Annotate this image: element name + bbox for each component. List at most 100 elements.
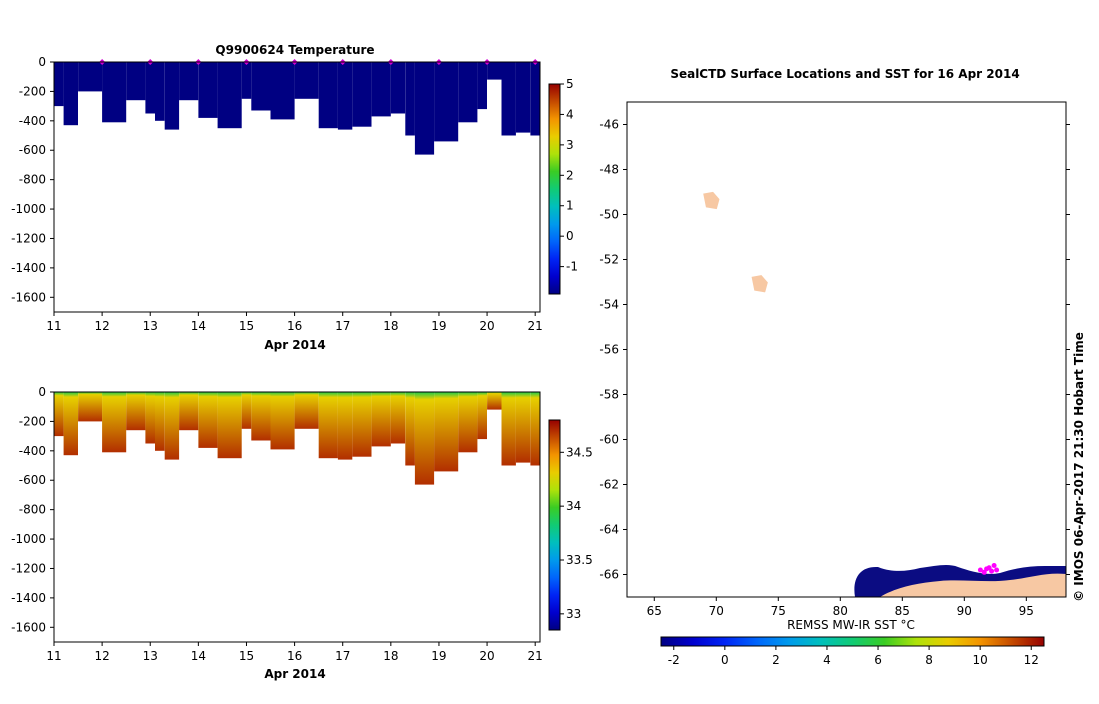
x-tick-label: 16 (287, 649, 302, 663)
profile-column (145, 62, 155, 114)
x-tick-label: 13 (143, 319, 158, 333)
sst-colorbar (660, 636, 1045, 647)
profile-column (155, 392, 165, 451)
x-tick-label: 17 (335, 319, 350, 333)
salinity-y-axis: 0 -200 -400 -600 -800 -1000 -1200 -1400 -1600 (11, 385, 54, 634)
profile-column (63, 62, 78, 126)
profile-column (155, 62, 165, 121)
x-tick-label: 21 (528, 649, 543, 663)
island (749, 273, 770, 295)
sst-colorbar-ticks: -2 0 2 4 6 8 10 12 (668, 646, 1039, 667)
colorbar-tick-label: 0 (566, 229, 574, 243)
temperature-x-axis: 11 12 13 14 15 16 17 18 19 20 21 (46, 312, 543, 333)
profile-column (294, 62, 319, 99)
profile-column (318, 62, 338, 129)
profile-column (145, 392, 155, 444)
profile-column (487, 392, 502, 410)
profile-column (270, 392, 295, 450)
x-tick-label: 15 (239, 649, 254, 663)
lat-tick-label: -66 (599, 568, 619, 582)
lat-tick-label: -64 (599, 523, 619, 537)
colorbar-tick-label: 2 (566, 168, 574, 182)
profile-column (434, 392, 459, 472)
y-tick-label: -1200 (11, 231, 46, 245)
profile-column (515, 392, 531, 463)
colorbar-tick-label: 4 (566, 107, 574, 121)
colorbar-tick-label: 5 (566, 77, 574, 91)
profile-column (217, 62, 242, 129)
profile-column (434, 62, 459, 142)
lon-tick-label: 95 (1019, 604, 1034, 618)
colorbar-tick-label: 34 (566, 499, 581, 513)
y-tick-label: 0 (38, 55, 46, 69)
sst-colorbar-label: REMSS MW-IR SST °C (787, 618, 915, 632)
profile-column (126, 62, 146, 101)
temperature-panel: Q9900624 Temperature 0 -200 -400 -600 -800 -1… (11, 43, 578, 352)
y-tick-label: -1000 (11, 202, 46, 216)
y-tick-label: -1200 (11, 561, 46, 575)
profile-column (390, 392, 406, 444)
sst-colorbar-tick-label: 2 (772, 653, 780, 667)
profile-column (217, 392, 242, 459)
x-tick-label: 16 (287, 319, 302, 333)
profile-column (54, 62, 64, 107)
profile-column (414, 392, 435, 485)
profile-column (54, 392, 64, 437)
x-tick-label: 21 (528, 319, 543, 333)
x-tick-label: 14 (191, 649, 206, 663)
x-tick-label: 12 (94, 649, 109, 663)
profile-column (405, 392, 415, 466)
profile-column (78, 392, 103, 422)
y-tick-label: -400 (19, 444, 46, 458)
lat-tick-label: -62 (599, 478, 619, 492)
x-tick-label: 12 (94, 319, 109, 333)
seal-location (989, 568, 995, 574)
profile-column (371, 392, 391, 447)
profile-column (294, 392, 319, 429)
profile-column (179, 392, 199, 431)
lon-tick-label: 80 (833, 604, 848, 618)
profile-column (126, 392, 146, 431)
profile-column (414, 62, 435, 155)
x-tick-label: 20 (479, 649, 494, 663)
seal-surface-locations (977, 563, 1000, 575)
temperature-y-axis: 0 -200 -400 -600 -800 -1000 -1200 -1400 -1600 (11, 55, 54, 304)
profile-column (164, 392, 180, 460)
salinity-panel: 0 -200 -400 -600 -800 -1000 -1200 -1400 -1600 11… (11, 385, 593, 681)
sst-colorbar-tick-label: 0 (721, 653, 729, 667)
y-tick-label: -400 (19, 114, 46, 128)
profile-column (251, 392, 271, 441)
y-tick-label: -1000 (11, 532, 46, 546)
profile-column (501, 62, 516, 136)
island (701, 190, 722, 211)
sst-colorbar-tick-label: 12 (1024, 653, 1039, 667)
sst-colorbar-tick-label: 6 (874, 653, 882, 667)
profile-column (501, 392, 516, 466)
sst-field (627, 190, 1066, 597)
y-tick-label: -1600 (11, 290, 46, 304)
lat-tick-label: -60 (599, 433, 619, 447)
profile-column (78, 62, 103, 92)
temperature-xlabel: Apr 2014 (264, 338, 325, 352)
salinity-plot-frame (53, 391, 541, 643)
x-tick-label: 15 (239, 319, 254, 333)
profile-column (102, 62, 127, 123)
colorbar-tick-label: -1 (566, 260, 578, 274)
y-tick-label: -1400 (11, 591, 46, 605)
temperature-title: Q9900624 Temperature (215, 43, 374, 57)
profile-column (477, 62, 487, 110)
profile-column (530, 62, 540, 136)
profile-column (390, 62, 406, 114)
y-tick-label: -800 (19, 503, 46, 517)
x-tick-label: 14 (191, 319, 206, 333)
profile-column (63, 392, 78, 456)
lat-tick-label: -52 (599, 253, 619, 267)
colorbar-tick-label: 1 (566, 199, 574, 213)
x-tick-label: 20 (479, 319, 494, 333)
profile-column (477, 392, 487, 440)
lat-tick-label: -46 (599, 118, 619, 132)
temperature-profiles (54, 62, 540, 155)
profile-column (371, 62, 391, 117)
lon-tick-label: 85 (895, 604, 910, 618)
